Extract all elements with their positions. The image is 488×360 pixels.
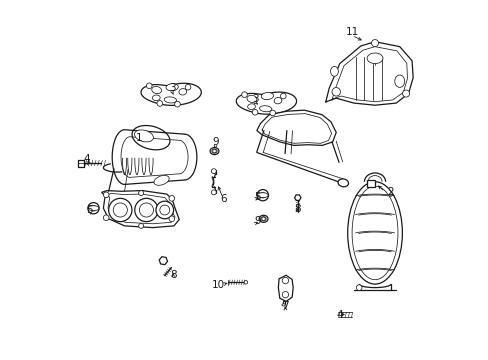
Polygon shape: [256, 110, 336, 145]
Circle shape: [241, 92, 247, 98]
Ellipse shape: [394, 75, 404, 87]
Circle shape: [402, 90, 409, 97]
Circle shape: [212, 149, 216, 153]
Circle shape: [139, 203, 153, 217]
Text: 7: 7: [282, 301, 288, 311]
Polygon shape: [294, 195, 300, 201]
Ellipse shape: [347, 182, 402, 284]
Circle shape: [174, 101, 180, 107]
Ellipse shape: [164, 97, 176, 103]
Text: 5: 5: [86, 205, 92, 215]
Circle shape: [211, 190, 216, 195]
Text: 4: 4: [83, 154, 90, 164]
Circle shape: [156, 201, 173, 219]
Ellipse shape: [151, 86, 161, 94]
Text: 3: 3: [168, 83, 175, 93]
Polygon shape: [278, 275, 293, 301]
Text: 5: 5: [253, 192, 260, 202]
Ellipse shape: [259, 215, 267, 222]
Circle shape: [269, 110, 275, 116]
Text: 9: 9: [253, 216, 260, 226]
Ellipse shape: [257, 193, 267, 198]
Ellipse shape: [152, 95, 160, 101]
Circle shape: [139, 224, 143, 228]
Circle shape: [331, 87, 340, 96]
Ellipse shape: [330, 66, 338, 76]
Text: 8: 8: [169, 270, 176, 280]
Circle shape: [211, 169, 216, 174]
Circle shape: [280, 93, 285, 99]
Ellipse shape: [247, 104, 255, 109]
Circle shape: [157, 100, 163, 106]
Ellipse shape: [246, 95, 256, 103]
Circle shape: [108, 198, 132, 222]
Text: 4: 4: [336, 310, 342, 320]
Text: 9: 9: [212, 137, 219, 147]
Ellipse shape: [261, 217, 265, 221]
Ellipse shape: [261, 93, 273, 100]
Ellipse shape: [211, 149, 217, 153]
Circle shape: [257, 189, 268, 201]
Circle shape: [103, 192, 109, 198]
Ellipse shape: [134, 130, 153, 142]
Text: 1: 1: [135, 133, 142, 143]
Circle shape: [139, 190, 143, 195]
Ellipse shape: [88, 206, 99, 211]
Circle shape: [169, 216, 174, 222]
Circle shape: [252, 109, 257, 115]
Polygon shape: [141, 83, 201, 105]
Circle shape: [90, 206, 96, 211]
Ellipse shape: [351, 186, 397, 280]
Polygon shape: [366, 180, 374, 187]
Circle shape: [356, 285, 361, 291]
Polygon shape: [159, 257, 167, 265]
Ellipse shape: [274, 98, 281, 104]
Circle shape: [282, 277, 288, 284]
Text: 6: 6: [219, 194, 226, 204]
Circle shape: [185, 84, 190, 90]
Circle shape: [135, 198, 158, 222]
Circle shape: [160, 205, 169, 215]
Ellipse shape: [166, 84, 178, 91]
Circle shape: [103, 215, 109, 221]
Circle shape: [260, 192, 265, 198]
Ellipse shape: [210, 148, 219, 154]
Ellipse shape: [281, 304, 285, 306]
Ellipse shape: [179, 89, 186, 95]
Text: 3: 3: [251, 94, 258, 104]
Ellipse shape: [337, 179, 348, 187]
Circle shape: [371, 40, 378, 47]
Text: 8: 8: [293, 204, 300, 214]
Ellipse shape: [259, 106, 271, 112]
Circle shape: [169, 195, 174, 201]
Text: 2: 2: [386, 187, 393, 197]
Ellipse shape: [154, 175, 169, 185]
Ellipse shape: [366, 53, 382, 64]
Circle shape: [88, 203, 99, 214]
Polygon shape: [325, 42, 412, 105]
Ellipse shape: [244, 280, 247, 284]
Text: 11: 11: [345, 27, 358, 37]
Circle shape: [113, 203, 127, 217]
Ellipse shape: [132, 126, 170, 150]
Circle shape: [282, 292, 288, 298]
Text: 10: 10: [211, 280, 224, 290]
Polygon shape: [102, 190, 179, 228]
Polygon shape: [236, 92, 296, 114]
Circle shape: [146, 83, 152, 89]
Circle shape: [261, 217, 265, 221]
